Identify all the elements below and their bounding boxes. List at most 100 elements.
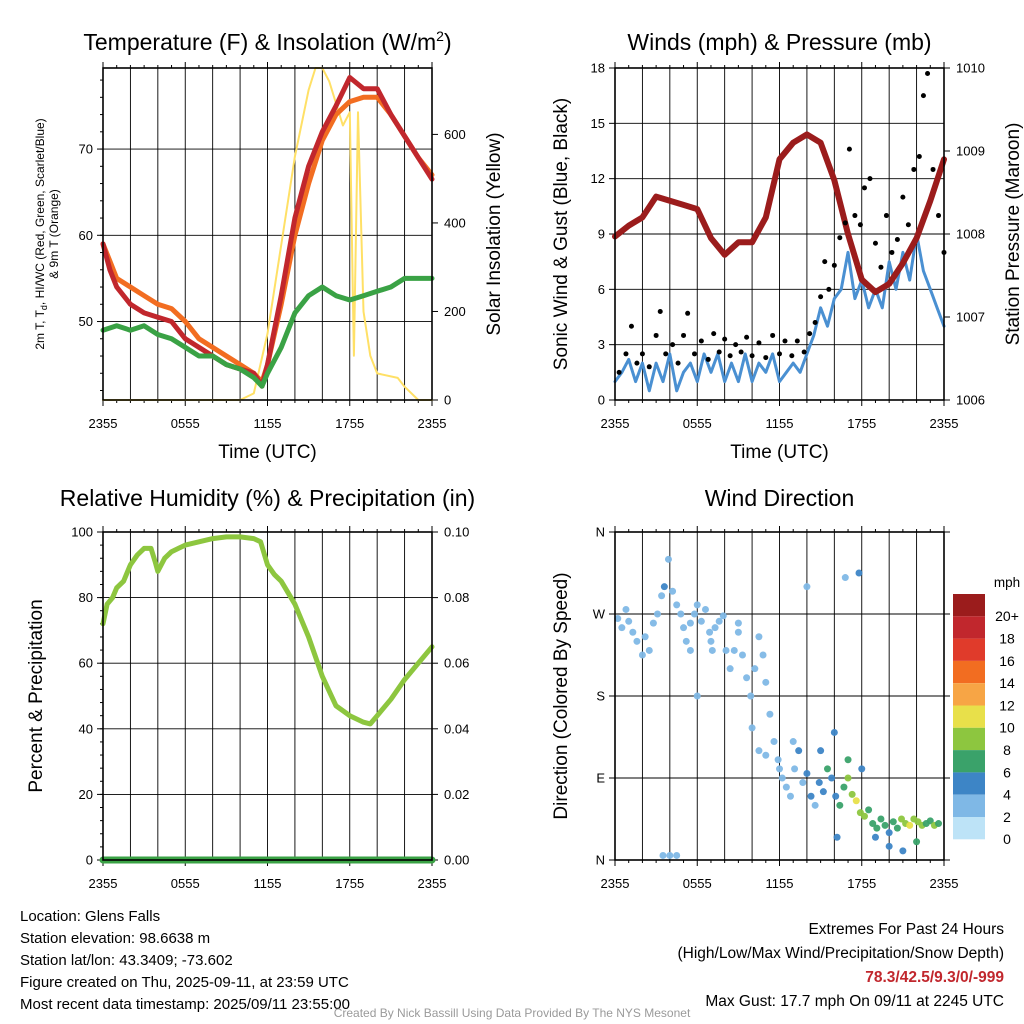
station-latlon: Station lat/lon: 43.3409; -73.602 [20, 952, 233, 969]
y-axis-label-part: , HI/WC (Red, Green, Scarlet/Blue) [33, 118, 47, 305]
legend-swatch [953, 794, 985, 817]
gust-point [812, 320, 818, 326]
plot-frame [614, 531, 945, 861]
y-tick-label: 0 [86, 853, 93, 868]
extremes-info: Extremes For Past 24 Hours (High/Low/Max… [678, 918, 1005, 1014]
x-tick-label: 0555 [171, 876, 200, 891]
direction-point [776, 765, 783, 773]
x-axis-label: Time (UTC) [218, 442, 317, 463]
gust-point [653, 332, 659, 338]
x-tick-label: 1155 [766, 416, 794, 431]
direction-point [807, 792, 815, 800]
y-axis-label-subscript: d [39, 305, 49, 310]
direction-point [858, 765, 866, 773]
direction-point [693, 601, 701, 609]
station-location: Location: Glens Falls [20, 908, 161, 925]
gust-point [770, 332, 776, 338]
humidity-panel: Relative Humidity (%) & Precipitation (i… [26, 485, 475, 891]
gust-point [733, 342, 739, 348]
gust-point [867, 176, 873, 182]
gust-point [911, 166, 917, 172]
x-tick-label: 0555 [683, 416, 712, 431]
series-line [613, 232, 946, 393]
y-tick-label: 80 [79, 590, 93, 605]
direction-point [782, 783, 790, 791]
plot-frame [102, 531, 433, 861]
direction-point [682, 637, 690, 645]
figure-created: Figure created on Thu, 2025-09-11, at 23… [20, 974, 349, 991]
direction-point [660, 583, 668, 591]
direction-point [649, 619, 657, 627]
direction-point [707, 637, 715, 645]
direction-point [762, 751, 770, 759]
direction-point [653, 610, 661, 618]
chart-title-text: Temperature (F) & Insolation (W/m [83, 29, 436, 55]
direction-point [755, 633, 763, 641]
direction-point [691, 610, 699, 618]
direction-point [677, 610, 685, 618]
gust-point [878, 264, 884, 270]
gust-point [936, 213, 942, 219]
y-tick-label: 50 [79, 314, 93, 329]
gust-point [670, 342, 676, 348]
legend-swatch [953, 727, 985, 751]
legend-label: 2 [1003, 809, 1011, 825]
gust-point [738, 349, 744, 355]
gust-point [705, 356, 711, 362]
direction-point [711, 624, 719, 632]
y-tick-label: 3 [598, 337, 605, 352]
y-axis-label: Direction (Colored By Speed) [551, 572, 572, 819]
direction-point [686, 646, 694, 654]
y-right-tick-label: 0.10 [444, 525, 469, 540]
gust-point [837, 235, 843, 241]
chart-title: Wind Direction [705, 485, 855, 511]
direction-point [869, 820, 877, 828]
direction-point [743, 674, 751, 682]
direction-point [751, 665, 759, 673]
x-tick-label: 0555 [683, 876, 712, 891]
y-right-tick-label: 1008 [956, 227, 985, 242]
direction-point [708, 646, 716, 654]
direction-point [673, 601, 681, 609]
x-tick-label: 1155 [254, 876, 282, 891]
chart-title: Temperature (F) & Insolation (W/m2) [83, 28, 451, 55]
legend-swatch [953, 660, 985, 684]
y-axis-label-part: 2m T, T [33, 309, 47, 349]
direction-point [871, 833, 879, 841]
direction-point [759, 651, 767, 659]
direction-point [778, 774, 786, 782]
chart-title-superscript: 2 [436, 28, 444, 44]
legend-label: 10 [999, 720, 1015, 736]
gust-point [831, 262, 837, 268]
gust-point [763, 355, 769, 361]
gust-point [883, 213, 889, 219]
legend-title: mph [994, 575, 1020, 590]
direction-point [658, 592, 666, 600]
gust-point [692, 351, 698, 357]
x-tick-label: 2355 [601, 876, 630, 891]
legend-label: 18 [999, 630, 1015, 646]
gust-point [681, 332, 687, 338]
direction-point [873, 824, 881, 832]
direction-point [629, 628, 637, 636]
direction-point [633, 637, 641, 645]
direction-point [906, 821, 914, 829]
x-tick-label: 2355 [418, 876, 447, 891]
gust-point [756, 340, 762, 346]
direction-point [770, 738, 778, 746]
y-right-tick-label: 1007 [956, 310, 985, 325]
gust-point [782, 338, 788, 344]
gust-point [920, 93, 926, 99]
y-right-tick-label: 1009 [956, 144, 985, 159]
direction-point [803, 583, 811, 591]
direction-point [638, 651, 646, 659]
y-tick-label: 20 [79, 787, 93, 802]
plot-frame [102, 67, 433, 401]
x-axis-label: Time (UTC) [730, 442, 829, 463]
direction-point [844, 774, 852, 782]
direction-point [865, 806, 873, 814]
direction-point [706, 628, 714, 636]
y-tick-label: 18 [591, 61, 605, 76]
gust-point [685, 310, 691, 316]
direction-point [860, 812, 868, 820]
